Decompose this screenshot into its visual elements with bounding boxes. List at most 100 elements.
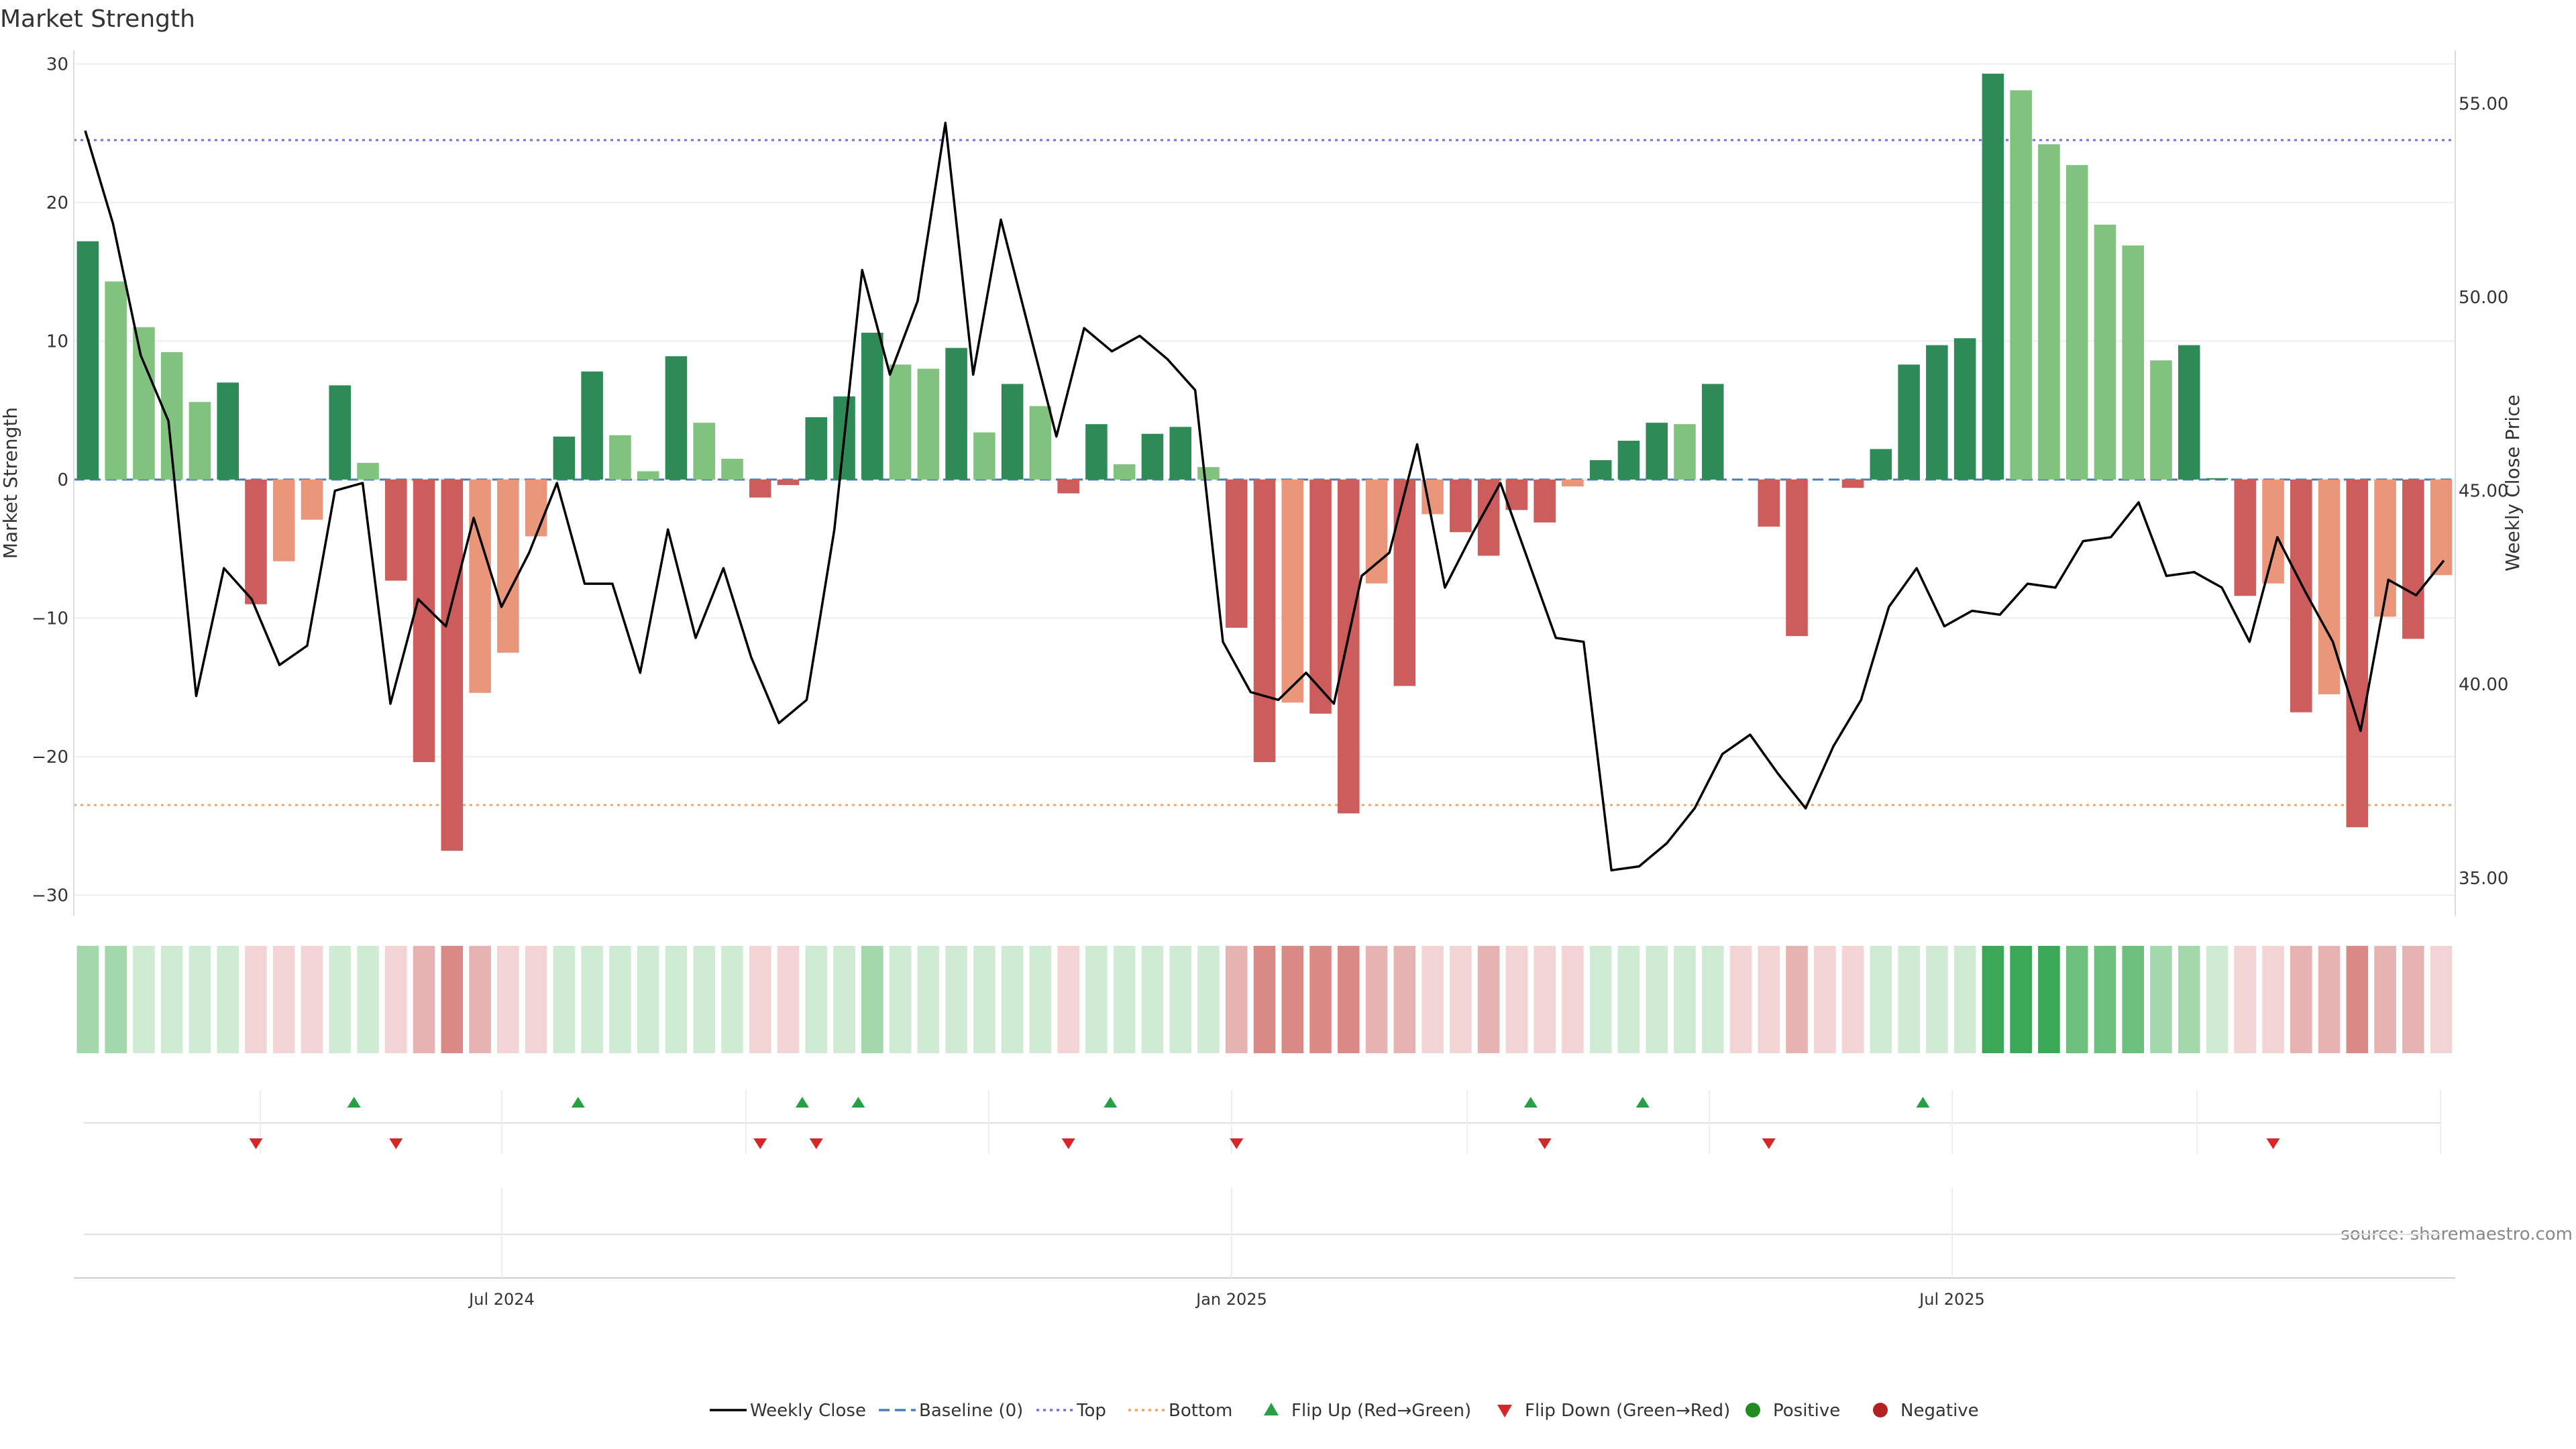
weekly-close-polyline [84,121,2445,872]
legend-label: Negative [1900,1401,1979,1421]
heat-cell [2430,946,2453,1053]
heat-cell [553,946,576,1053]
strength-bar [2038,144,2060,480]
strength-bar [525,479,547,537]
strength-bar [1141,433,1164,480]
strength-bar [805,417,828,480]
heat-cell [1113,946,1136,1053]
strength-bar [553,436,576,480]
strength-bar [1225,479,1248,628]
strength-bar [133,327,155,480]
strength-bar [1534,479,1556,523]
flip-down-marker [1762,1138,1776,1149]
flip-down-marker [389,1138,403,1149]
heat-cell [1169,946,1191,1053]
flip-down-marker [753,1138,767,1149]
heat-cell [665,946,688,1053]
y-tick-label: −20 [32,747,68,767]
heat-cell [1505,946,1528,1053]
heat-cell [1758,946,1780,1053]
heat-cell [1057,946,1079,1053]
legend-label: Top [1076,1401,1106,1421]
strength-bar [2346,479,2369,828]
heat-cell [1589,946,1612,1053]
strength-bar [301,479,323,520]
heat-cell [1841,946,1864,1053]
y-tick-label: 30 [46,54,68,74]
y-tick-label: −10 [32,608,68,629]
heat-cell [1786,946,1808,1053]
flip-down-marker [809,1138,823,1149]
y-axis-label: Market Strength [0,407,21,559]
strength-bar [1169,427,1191,480]
flip-down-marker [1061,1138,1075,1149]
strength-bar [2150,360,2172,480]
strength-bar [1926,345,1948,480]
flip-up-marker [1916,1097,1930,1108]
heat-cell [1365,946,1388,1053]
heat-cell [2122,946,2144,1053]
heat-cell [1674,946,1696,1053]
strength-bar [1674,424,1696,480]
heat-cell [721,946,743,1053]
legend-swatch-flip-down [1497,1405,1512,1417]
strength-bar [2010,90,2032,480]
heat-cell [1982,946,2004,1053]
strength-bar [637,471,659,480]
heat-cell [1309,946,1332,1053]
strength-bar [2318,479,2341,694]
legend-label: Baseline (0) [919,1401,1023,1421]
strength-bar [1393,479,1416,686]
flip-down-marker [1538,1138,1552,1149]
flip-down-marker [2266,1138,2280,1149]
strength-bar [357,463,379,480]
strength-bar [1309,479,1332,714]
heat-cell [1338,946,1360,1053]
legend-label: Flip Down (Green→Red) [1525,1401,1730,1421]
strength-bar [1870,449,1892,480]
strength-bar [272,479,295,561]
heat-cell [581,946,603,1053]
strength-bar [1617,441,1640,480]
heat-cell [76,946,99,1053]
y2-tick-label: 35.00 [2459,869,2508,889]
strength-bar [1281,479,1304,703]
strength-bar [385,479,407,581]
y-tick-label: 0 [57,470,68,490]
strength-bar [1562,479,1584,487]
strength-bar [2122,245,2144,480]
heat-cell [105,946,127,1053]
chart-title: Market Strength [0,5,195,33]
axes: 30 20 10 0 −10 −20 −30 55.00 50.00 45.00 40.00 35.0… [32,50,2508,916]
y-tick-label: 10 [46,331,68,352]
heat-cell [329,946,352,1053]
strength-bar [1841,479,1864,488]
strength-bar [609,435,631,480]
strength-bar [2402,479,2424,639]
heat-cell [2402,946,2424,1053]
y2-tick-label: 40.00 [2459,675,2508,695]
heat-cell [1953,946,1976,1053]
heat-cell [2010,946,2032,1053]
legend: Weekly Close Baseline (0) Top Bottom Flip Up… [710,1401,1979,1421]
flip-markers [84,1090,2442,1154]
strength-bar [1338,479,1360,814]
heat-cell [357,946,379,1053]
heat-cell [1617,946,1640,1053]
heat-cell [2206,946,2229,1053]
y2-tick-label: 50.00 [2459,288,2508,308]
strength-bar [217,382,239,480]
y-tick-label: −30 [32,885,68,906]
heat-cell [973,946,996,1053]
heat-cell [2262,946,2284,1053]
date-tick-label: Jul 2025 [1918,1290,1985,1309]
strength-bar [1982,73,2004,480]
strength-bar [721,458,743,480]
strength-bar [1253,479,1276,763]
flip-up-marker [571,1097,585,1108]
heat-cell [1225,946,1248,1053]
heat-cell [217,946,239,1053]
strength-bar [1057,479,1079,494]
heat-cell [1421,946,1444,1053]
